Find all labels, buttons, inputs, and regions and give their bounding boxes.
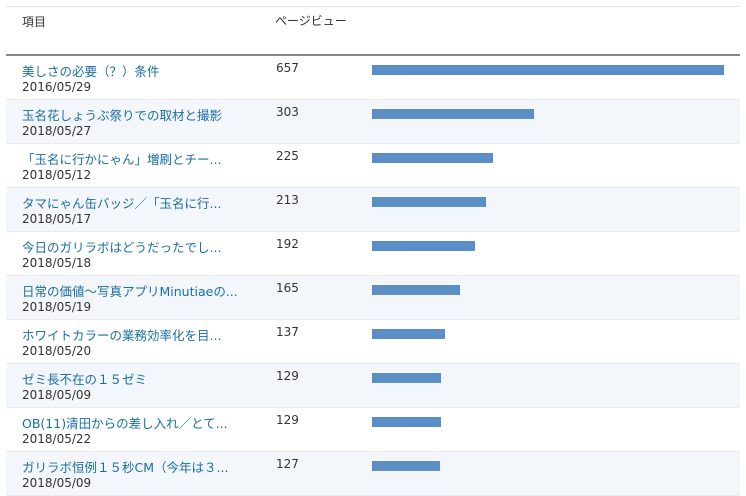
table-row: タマにゃん缶バッジ／「玉名に行... 2018/05/17 213 bbox=[6, 188, 740, 232]
post-date: 2018/05/27 bbox=[22, 124, 92, 138]
table-row: ガリラボ恒例１５秒CM（今年は３... 2018/05/09 127 bbox=[6, 452, 740, 496]
table-row: 今日のガリラボはどうだったでし... 2018/05/18 192 bbox=[6, 232, 740, 276]
table-row: 美しさの必要（？）条件 2016/05/29 657 bbox=[6, 56, 740, 100]
table-row: ゼミ長不在の１５ゼミ 2018/05/09 129 bbox=[6, 364, 740, 408]
pageview-count: 657 bbox=[276, 61, 299, 75]
pageview-bar bbox=[372, 65, 724, 75]
post-date: 2018/05/12 bbox=[22, 168, 92, 182]
pageview-count: 225 bbox=[276, 149, 299, 163]
pageview-count: 303 bbox=[276, 105, 299, 119]
table-row: ホワイトカラーの業務効率化を目... 2018/05/20 137 bbox=[6, 320, 740, 364]
table-row: OB(11)清田からの差し入れ／とて... 2018/05/22 129 bbox=[6, 408, 740, 452]
pageview-count: 213 bbox=[276, 193, 299, 207]
pageview-count: 127 bbox=[276, 457, 299, 471]
post-title-link[interactable]: OB(11)清田からの差し入れ／とて... bbox=[22, 416, 228, 431]
table-row: 玉名花しょうぶ祭りでの取材と撮影 2018/05/27 303 bbox=[6, 100, 740, 144]
pageview-count: 192 bbox=[276, 237, 299, 251]
pageview-count: 165 bbox=[276, 281, 299, 295]
pageview-bar bbox=[372, 285, 460, 295]
post-title-link[interactable]: タマにゃん缶バッジ／「玉名に行... bbox=[22, 196, 222, 211]
pageview-bar-track bbox=[372, 417, 724, 427]
pageviews-table: 項目 ページビュー 美しさの必要（？）条件 2016/05/29 657 玉名花しょう… bbox=[6, 6, 740, 496]
post-date: 2018/05/19 bbox=[22, 300, 92, 314]
pageview-count: 129 bbox=[276, 413, 299, 427]
pageview-count: 129 bbox=[276, 369, 299, 383]
table-row: 「玉名に行かにゃん」増刷とチー... 2018/05/12 225 bbox=[6, 144, 740, 188]
post-date: 2018/05/17 bbox=[22, 212, 92, 226]
post-title-link[interactable]: 今日のガリラボはどうだったでし... bbox=[22, 240, 222, 255]
pageview-bar-track bbox=[372, 153, 724, 163]
table-header: 項目 ページビュー bbox=[6, 6, 740, 56]
post-title-link[interactable]: 美しさの必要（？）条件 bbox=[22, 64, 160, 79]
pageview-bar bbox=[372, 241, 475, 251]
post-title-link[interactable]: ゼミ長不在の１５ゼミ bbox=[22, 372, 148, 387]
pageview-bar-track bbox=[372, 109, 724, 119]
column-header-pageviews[interactable]: ページビュー bbox=[275, 14, 347, 28]
post-title-link[interactable]: ガリラボ恒例１５秒CM（今年は３... bbox=[22, 460, 229, 475]
pageview-bar-track bbox=[372, 197, 724, 207]
post-date: 2016/05/29 bbox=[22, 80, 92, 94]
pageview-bar bbox=[372, 329, 445, 339]
pageview-bar bbox=[372, 373, 441, 383]
post-date: 2018/05/22 bbox=[22, 432, 92, 446]
post-date: 2018/05/09 bbox=[22, 476, 92, 490]
table-body: 美しさの必要（？）条件 2016/05/29 657 玉名花しょうぶ祭りでの取材と撮影… bbox=[6, 56, 740, 496]
pageview-bar bbox=[372, 197, 486, 207]
pageview-bar-track bbox=[372, 285, 724, 295]
post-date: 2018/05/09 bbox=[22, 388, 92, 402]
post-title-link[interactable]: 「玉名に行かにゃん」増刷とチー... bbox=[22, 152, 222, 167]
post-title-link[interactable]: 日常の価値～写真アプリMinutiaeの... bbox=[22, 284, 238, 299]
column-header-item[interactable]: 項目 bbox=[22, 15, 47, 29]
pageview-bar-track bbox=[372, 329, 724, 339]
pageview-bar-track bbox=[372, 65, 724, 75]
pageview-bar-track bbox=[372, 241, 724, 251]
post-title-link[interactable]: 玉名花しょうぶ祭りでの取材と撮影 bbox=[22, 108, 223, 123]
pageview-bar bbox=[372, 109, 534, 119]
post-date: 2018/05/20 bbox=[22, 344, 92, 358]
pageview-count: 137 bbox=[276, 325, 299, 339]
pageview-bar bbox=[372, 417, 441, 427]
pageview-bar-track bbox=[372, 373, 724, 383]
post-date: 2018/05/18 bbox=[22, 256, 92, 270]
pageview-bar-track bbox=[372, 461, 724, 471]
pageview-bar bbox=[372, 461, 440, 471]
pageview-bar bbox=[372, 153, 493, 163]
post-title-link[interactable]: ホワイトカラーの業務効率化を目... bbox=[22, 328, 222, 343]
table-row: 日常の価値～写真アプリMinutiaeの... 2018/05/19 165 bbox=[6, 276, 740, 320]
